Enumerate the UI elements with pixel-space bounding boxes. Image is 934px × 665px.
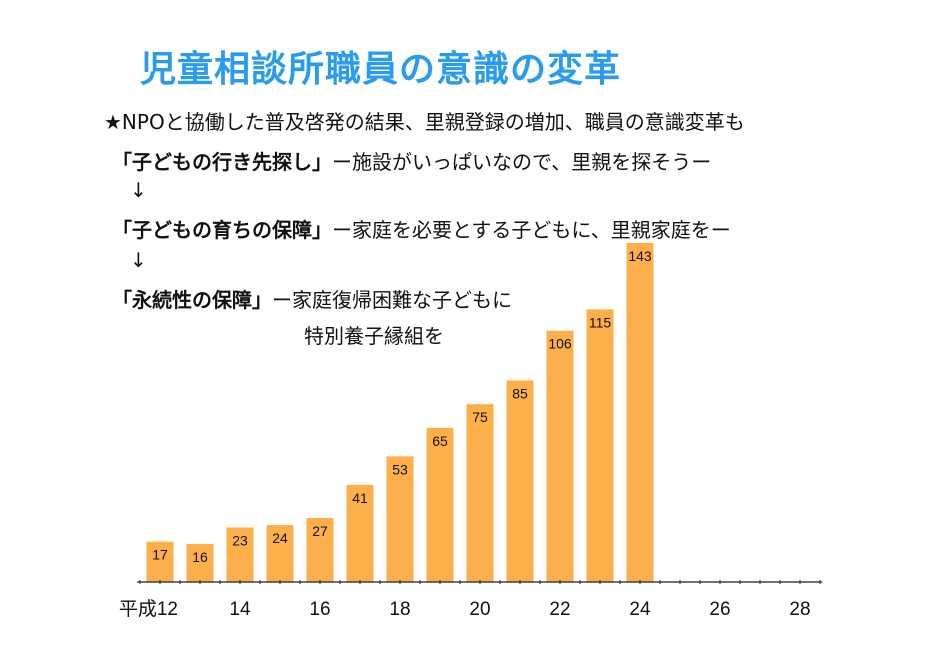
- arrow-down-icon: ↓: [130, 248, 147, 272]
- data-label: 106: [548, 336, 572, 352]
- x-tick-label: 24: [629, 599, 651, 620]
- bar: [506, 380, 534, 582]
- stage-1-heading: 「子どもの行き先探し」: [112, 150, 332, 174]
- bar: [266, 525, 294, 582]
- stage-3-text-2: 特別養子縁組を: [304, 324, 444, 348]
- x-tick-label: 14: [229, 599, 251, 620]
- x-tick-label: 28: [789, 599, 810, 620]
- data-label: 23: [232, 532, 248, 548]
- data-label: 115: [589, 314, 612, 330]
- data-label: 75: [472, 409, 488, 425]
- x-tick-label: 16: [309, 599, 330, 620]
- bar: [546, 330, 574, 582]
- bar: [586, 309, 614, 582]
- x-tick-label: 26: [709, 599, 730, 620]
- data-label: 41: [352, 490, 368, 506]
- stage-3-text: ー家庭復帰困難な子どもに: [272, 288, 512, 312]
- stage-1-text: ー施設がいっぱいなので、里親を探そうー: [332, 150, 712, 174]
- data-label: 65: [432, 433, 448, 449]
- bar: [466, 404, 494, 582]
- data-label: 27: [312, 523, 328, 539]
- intro-text: ★NPOと協働した普及啓発の結果、里親登録の増加、職員の意識変革も: [104, 110, 745, 134]
- x-tick-label: 平成12: [119, 598, 178, 620]
- bar: [226, 527, 254, 582]
- stage-2-text: ー家庭を必要とする子どもに、里親家庭をー: [332, 218, 731, 242]
- stage-3: 「永続性の保障」ー家庭復帰困難な子どもに: [112, 284, 512, 313]
- bar: [626, 243, 654, 582]
- slide-title: 児童相談所職員の意識の変革: [140, 49, 622, 90]
- data-label: 85: [512, 385, 528, 401]
- stage-3-heading: 「永続性の保障」: [112, 288, 272, 312]
- bar: [426, 427, 454, 582]
- bar: [146, 541, 174, 582]
- data-label: 17: [152, 547, 168, 563]
- arrow-down-icon: ↓: [130, 178, 147, 202]
- bar: [386, 456, 414, 582]
- data-label: 16: [192, 549, 208, 565]
- data-label: 143: [628, 248, 652, 264]
- data-label: 53: [392, 461, 408, 477]
- data-label: 24: [272, 530, 288, 546]
- x-tick-label: 18: [389, 599, 410, 620]
- x-tick-label: 20: [469, 599, 490, 620]
- stage-2: 「子どもの育ちの保障」ー家庭を必要とする子どもに、里親家庭をー: [112, 214, 731, 243]
- x-tick-label: 22: [549, 599, 570, 620]
- stage-2-heading: 「子どもの育ちの保障」: [112, 218, 332, 242]
- bar: [346, 484, 374, 582]
- bar: [306, 517, 334, 582]
- bar: [186, 544, 214, 582]
- stage-1: 「子どもの行き先探し」ー施設がいっぱいなので、里親を探そうー: [112, 146, 711, 175]
